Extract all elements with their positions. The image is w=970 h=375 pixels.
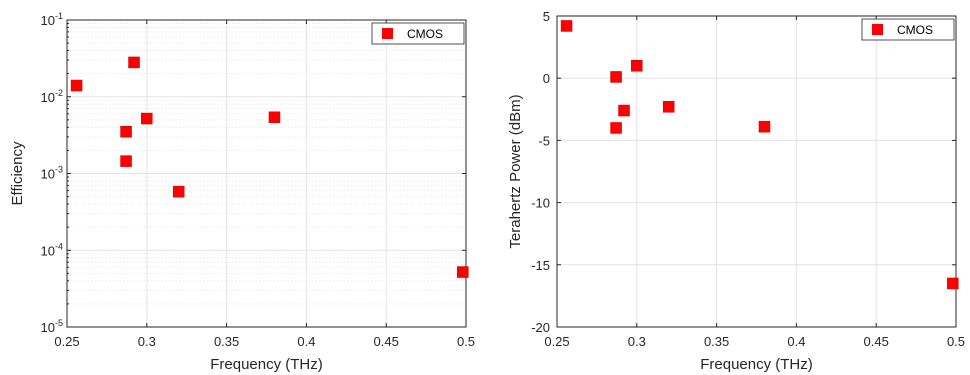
y-tick-label: 10-4 [41,241,63,258]
legend-box [861,18,955,41]
legend-label: CMOS [407,27,443,41]
y-tick-exponent: -1 [55,11,63,21]
legend-marker [382,28,393,39]
y-tick-base: 10 [41,243,55,258]
data-point [120,125,132,138]
legend-marker [872,24,883,35]
data-point [610,122,622,134]
y-tick-label: -10 [531,196,550,211]
data-point [631,60,643,72]
x-axis-label: Frequency (THz) [700,356,813,373]
x-tick-label: 0.45 [864,334,889,349]
y-tick-label: 0 [543,71,550,86]
axes-frame [556,15,957,328]
y-tick-base: 10 [41,320,55,335]
x-tick-label: 0.3 [628,334,646,349]
y-tick-label: 10-1 [41,11,63,28]
x-tick-label: 0.4 [787,334,805,349]
data-point [268,111,281,124]
x-tick-label: 0.25 [544,334,569,349]
data-point [120,155,132,167]
x-tick-label: 0.4 [297,334,315,349]
legend-label: CMOS [897,23,933,37]
x-tick-label: 0.5 [947,334,965,349]
y-tick-label: -5 [538,133,550,148]
x-tick-label: 0.5 [457,334,475,349]
x-tick-label: 0.25 [54,334,79,349]
y-axis-label: Efficiency [9,141,26,205]
legend-box [371,22,465,45]
y-tick-exponent: -3 [55,165,63,175]
chart-panel-2: 0.25 0.3 0.35 0.4 0.45 0.5 5 0 -5 -10 -15 -20 Freque… [507,9,965,373]
data-point [70,79,83,92]
data-point [128,56,140,69]
data-point [662,101,675,113]
y-tick-exponent: -5 [55,318,63,328]
data-point [947,277,959,290]
data-point [172,185,185,198]
data-point [618,104,630,117]
y-tick-label: 10-3 [41,165,63,182]
data-point [610,71,622,83]
x-tick-label: 0.35 [214,334,239,349]
data-point [457,266,469,278]
y-tick-label: 5 [543,9,550,24]
x-axis-label: Frequency (THz) [210,356,323,373]
y-tick-label: -15 [531,258,550,273]
y-tick-base: 10 [41,13,55,28]
x-tick-label: 0.35 [704,334,729,349]
y-tick-exponent: -4 [55,241,63,251]
series-cmos [560,20,959,290]
y-axis-label: Terahertz Power (dBm) [507,94,524,248]
plot-area [557,16,956,327]
y-tick-label: 10-2 [41,88,63,105]
legend: CMOS [371,22,465,45]
data-point [560,20,573,32]
series-cmos [70,56,469,278]
y-tick-label: -20 [531,320,550,335]
data-point [758,120,771,133]
legend: CMOS [861,18,955,41]
x-tick-label: 0.45 [374,334,399,349]
data-point [141,112,153,125]
y-tick-label: 10-5 [41,318,63,335]
x-tick-label: 0.3 [138,334,156,349]
y-tick-exponent: -2 [55,88,63,98]
chart-panel-1: 0.25 0.3 0.35 0.4 0.45 0.510-510-410-310-210-… [9,11,475,373]
y-tick-base: 10 [41,90,55,105]
y-tick-base: 10 [41,167,55,182]
